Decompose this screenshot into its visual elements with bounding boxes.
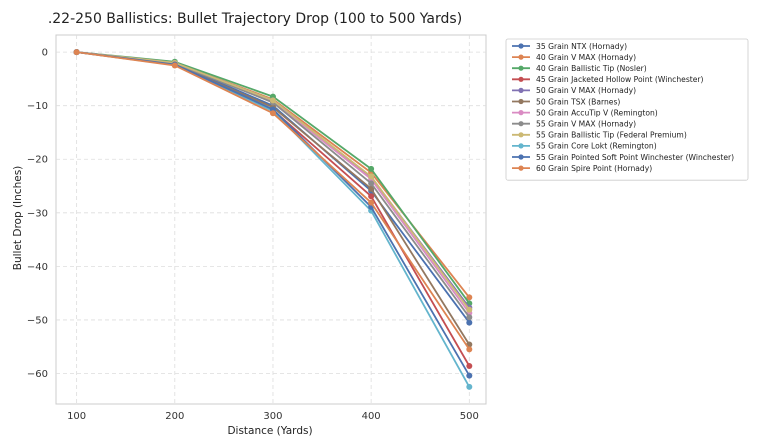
legend-swatch-marker: [518, 98, 524, 105]
legend-label: 55 Grain V MAX (Hornady): [536, 120, 636, 129]
legend-label: 40 Grain Ballistic Tip (Nosler): [536, 64, 647, 73]
y-tick-label: −30: [27, 208, 48, 219]
data-point: [368, 173, 375, 180]
legend-label: 55 Grain Ballistic Tip (Federal Premium): [536, 131, 687, 140]
x-tick-label: 100: [67, 411, 86, 422]
plot-area: [55, 34, 487, 405]
data-point: [466, 314, 473, 321]
data-point: [466, 319, 473, 326]
data-point: [466, 383, 473, 390]
data-point: [368, 165, 375, 172]
y-tick-label: −50: [27, 315, 48, 326]
legend-label: 50 Grain AccuTip V (Remington): [536, 108, 658, 117]
data-point: [466, 362, 473, 369]
data-point: [368, 193, 375, 200]
legend-swatch-marker: [518, 110, 524, 116]
legend-label: 35 Grain NTX (Hornady): [536, 42, 627, 51]
data-point: [466, 372, 473, 379]
data-point: [368, 185, 375, 192]
y-axis-label: Bullet Drop (Inches): [12, 166, 24, 271]
legend-swatch-marker: [518, 76, 524, 82]
data-point: [73, 49, 80, 56]
legend-label: 55 Grain Core Lokt (Remington): [536, 142, 657, 151]
legend-swatch-marker: [518, 132, 524, 138]
data-point: [269, 97, 276, 104]
x-tick-label: 200: [165, 411, 184, 422]
legend-label: 45 Grain Jacketed Hollow Point (Winchest…: [536, 75, 704, 84]
y-tick-label: 0: [42, 48, 48, 59]
legend-label: 50 Grain V MAX (Hornady): [536, 86, 636, 95]
legend-swatch-marker: [518, 87, 524, 93]
data-point: [171, 62, 178, 69]
data-point: [368, 199, 375, 206]
legend-swatch-marker: [518, 165, 524, 171]
data-point: [269, 110, 276, 117]
y-tick-label: −20: [27, 155, 48, 166]
y-tick-label: −10: [27, 101, 48, 112]
legend-label: 55 Grain Pointed Soft Point Winchester (…: [536, 153, 734, 162]
x-tick-label: 500: [460, 411, 479, 422]
data-point: [466, 306, 473, 313]
legend-label: 50 Grain TSX (Barnes): [536, 97, 620, 106]
legend-label: 40 Grain V MAX (Hornady): [536, 53, 636, 62]
x-tick-label: 400: [362, 411, 381, 422]
legend-swatch-marker: [518, 143, 524, 149]
legend-box: [505, 38, 749, 181]
y-tick-label: −40: [27, 262, 48, 273]
legend-swatch-marker: [518, 154, 524, 160]
x-axis-label: Distance (Yards): [227, 425, 312, 437]
data-point: [466, 346, 473, 353]
legend-swatch-marker: [518, 43, 524, 49]
y-tick-label: −60: [27, 369, 48, 380]
legend-swatch-marker: [518, 65, 524, 71]
legend-swatch-marker: [518, 121, 524, 127]
x-tick-label: 300: [263, 411, 282, 422]
data-point: [368, 180, 375, 187]
chart-title: .22-250 Ballistics: Bullet Trajectory Dr…: [48, 11, 462, 27]
data-point: [466, 294, 473, 301]
legend-swatch-marker: [518, 54, 524, 60]
legend-label: 60 Grain Spire Point (Hornady): [536, 164, 652, 173]
